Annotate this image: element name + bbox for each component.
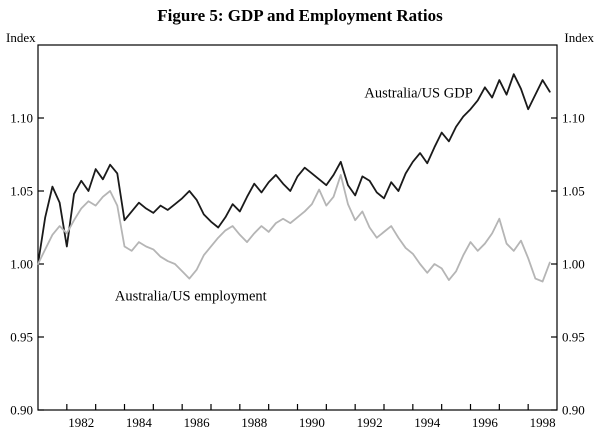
gdp-line: [37, 73, 551, 265]
gdp-series-label: Australia/US GDP: [364, 86, 472, 102]
y-tick-label-left: 1.05: [10, 184, 33, 199]
employment-series-label: Australia/US employment: [115, 289, 267, 305]
x-tick-label: 1994: [414, 415, 441, 430]
y-tick-label-left: 1.00: [10, 257, 33, 272]
y-axis-label-right: Index: [564, 30, 594, 45]
x-tick-label: 1990: [299, 415, 325, 430]
y-tick-label-left: 0.95: [10, 330, 33, 345]
y-tick-label-right: 1.00: [562, 257, 585, 272]
x-tick-label: 1984: [126, 415, 153, 430]
x-tick-label: 1996: [472, 415, 499, 430]
y-tick-label-right: 1.10: [562, 111, 585, 126]
plot-frame: [37, 44, 558, 411]
x-tick-label: 1998: [530, 415, 556, 430]
employment-line: [37, 174, 551, 283]
y-tick-label-left: 1.10: [10, 111, 33, 126]
y-tick-label-left: 0.90: [10, 403, 33, 418]
x-tick-label: 1982: [68, 415, 94, 430]
x-tick-label: 1988: [241, 415, 267, 430]
y-axis-label-left: Index: [6, 30, 36, 45]
x-tick-label: 1992: [357, 415, 383, 430]
y-tick-label-right: 0.95: [562, 330, 585, 345]
chart-title: Figure 5: GDP and Employment Ratios: [157, 6, 443, 25]
y-tick-label-right: 1.05: [562, 184, 585, 199]
x-tick-label: 1986: [184, 415, 211, 430]
y-tick-label-right: 0.90: [562, 403, 585, 418]
